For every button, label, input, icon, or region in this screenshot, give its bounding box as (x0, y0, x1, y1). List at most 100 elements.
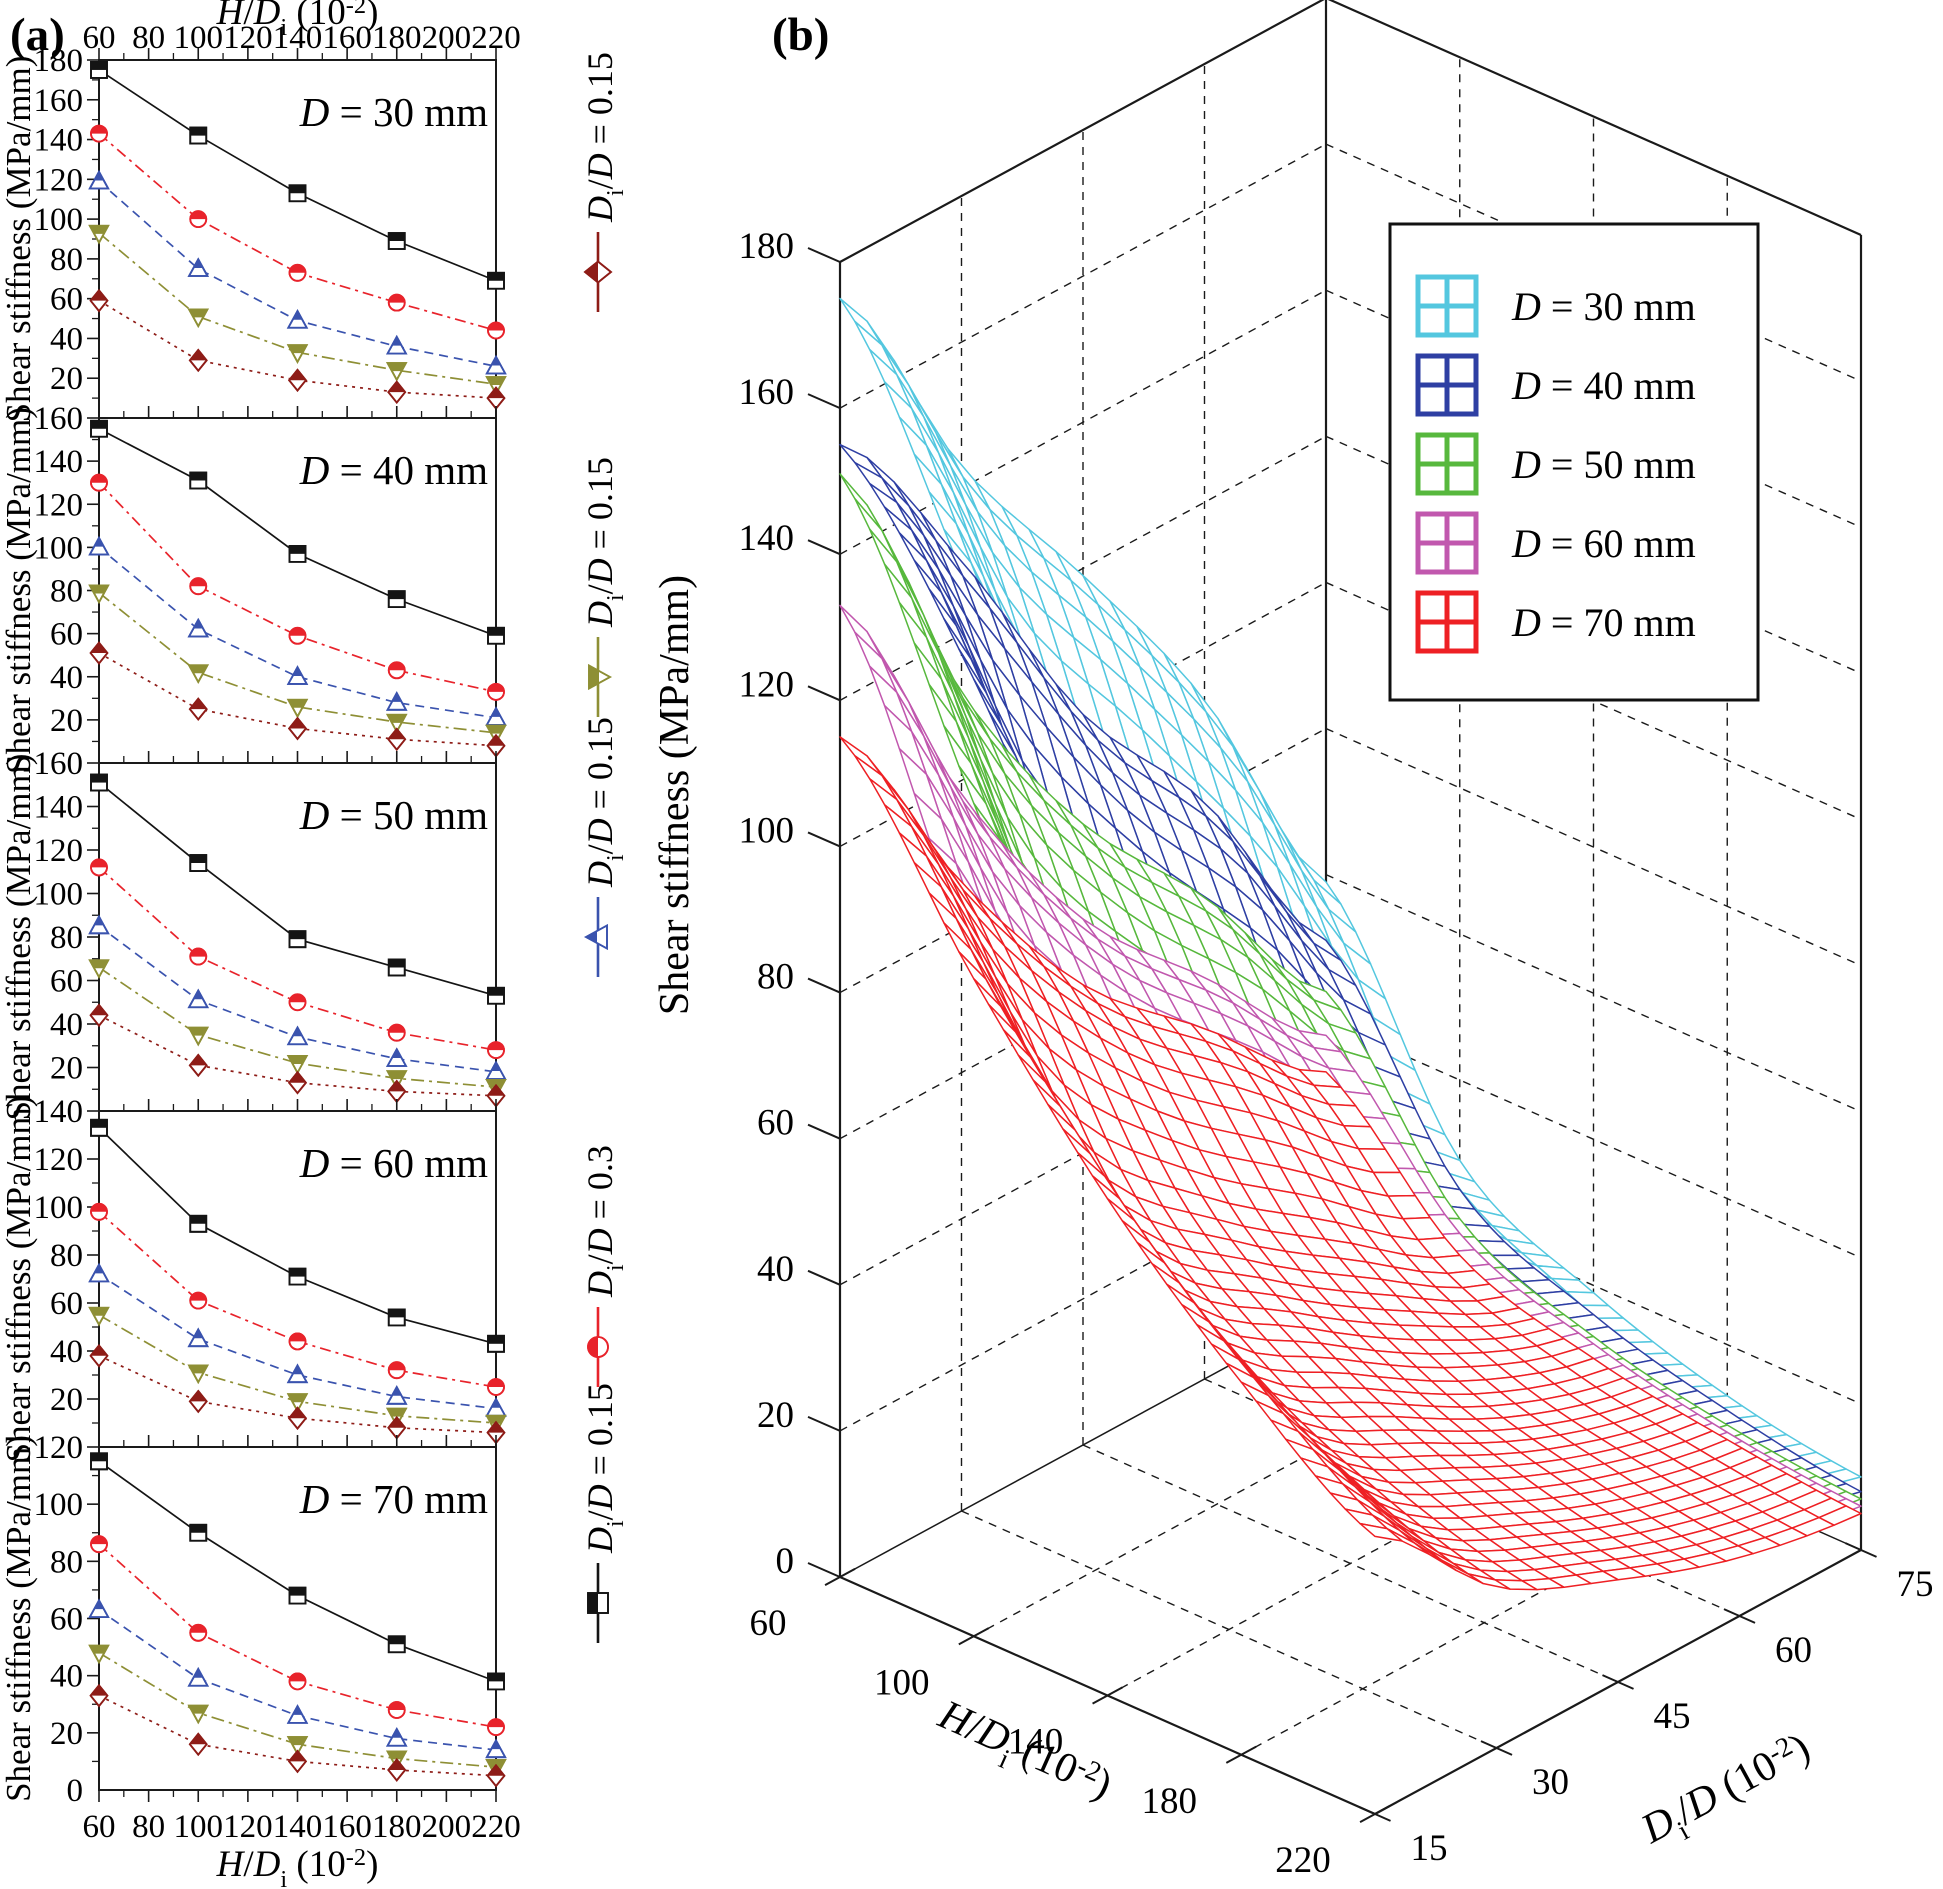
marker-triangle-up (88, 1598, 110, 1619)
marker-diamond (287, 716, 308, 741)
z-tick-label: 80 (757, 957, 794, 998)
panel-b-legend-label: D = 70 mm (1511, 600, 1696, 645)
y-tick-label: 100 (34, 202, 84, 238)
y-tick-label: 120 (34, 833, 84, 869)
marker-triangle-up (88, 169, 110, 190)
marker-circle (387, 1361, 406, 1380)
marker-triangle-down (88, 584, 110, 605)
z-axis-title-3d: Shear stiffness (MPa/mm) (652, 575, 698, 1015)
marker-square (90, 1118, 108, 1137)
marker-triangle-up (187, 988, 209, 1009)
marker-circle (288, 263, 307, 282)
z-tick-label: 180 (739, 226, 795, 267)
panel-b-legend-entry-40mm: D = 40 mm (1415, 353, 1696, 417)
y-tick-label: 100 (34, 1487, 84, 1523)
panel-a-bottom-tick-label: 80 (132, 1809, 165, 1845)
marker-triangle-down (286, 1393, 309, 1413)
marker-diamond (583, 260, 613, 284)
marker-circle (387, 1023, 406, 1042)
marker-triangle-down (588, 663, 612, 691)
y-tick-label: 20 (50, 361, 83, 397)
marker-square (288, 184, 307, 203)
marker-triangle-up (286, 1363, 309, 1384)
panel-b-3d-surface-chart: 0 20 40 60 80 100 120 140 160 180 60 100 140 180 220 15… (652, 0, 1934, 1881)
marker-triangle-up (286, 665, 309, 685)
z-tick-label: 60 (757, 1103, 794, 1144)
marker-triangle-up (88, 1262, 110, 1283)
panel-a-legend-entry-series-5: Di/D = 0.15 (580, 52, 629, 312)
y-tick-label: 140 (34, 444, 84, 480)
marker-triangle-down (485, 376, 507, 396)
y-tick-label: 80 (50, 1544, 83, 1580)
marker-diamond (89, 641, 109, 665)
marker-triangle-down (187, 1704, 209, 1725)
marker-diamond (387, 727, 407, 752)
y-tick-label: 40 (50, 1007, 83, 1043)
y-tick-label: 20 (50, 1382, 83, 1418)
marker-square (90, 419, 108, 438)
h-tick-label: 140 (1008, 1722, 1064, 1763)
panel-a-legend-label: Di/D = 0.15 (580, 52, 629, 223)
marker-triangle-up (485, 354, 507, 375)
marker-circle (90, 1535, 108, 1553)
panel-b-legend-entry-60mm: D = 60 mm (1415, 511, 1696, 575)
marker-triangle-up (386, 1047, 408, 1067)
panel-b-legend-label: D = 40 mm (1511, 363, 1696, 408)
mesh-surface-70mm (839, 736, 1862, 1591)
y-axis-title: Shear stiffness (MPa/mm) (0, 1096, 38, 1463)
marker-diamond (486, 1763, 506, 1788)
marker-triangle-up (485, 1397, 507, 1417)
z-tick-label: 140 (739, 518, 795, 559)
marker-triangle-down (286, 344, 309, 364)
marker-triangle-up (187, 1667, 209, 1687)
series-line-series-2 (98, 866, 497, 1051)
marker-circle (487, 1378, 505, 1396)
marker-diamond (188, 697, 208, 721)
marker-diamond (188, 1389, 208, 1414)
marker-triangle-down (286, 1055, 309, 1075)
panel-a-bottom-tick-label: 100 (174, 1809, 224, 1845)
y-tick-label: 40 (50, 1334, 83, 1370)
marker-square (189, 1523, 208, 1542)
marker-square (487, 271, 505, 290)
d-tick-label: 60 (1775, 1630, 1812, 1671)
panel-a-bottom-tick-label: 180 (372, 1809, 422, 1845)
y-tick-label: 140 (34, 123, 84, 159)
panel-a-bottom-tick-label: 220 (471, 1809, 521, 1845)
series-line-series-2 (98, 132, 497, 332)
h-tick-label: 100 (874, 1662, 930, 1703)
marker-diamond (387, 380, 407, 404)
marker-circle (288, 1332, 307, 1351)
panel-a-bottom-tick-label: 200 (422, 1809, 472, 1845)
marker-triangle-up (485, 1738, 507, 1759)
marker-diamond (287, 1406, 308, 1431)
panel-a-legend-label: Di/D = 0.15 (580, 1383, 629, 1554)
marker-square (90, 61, 108, 79)
marker-circle (288, 626, 307, 645)
y-tick-label: 160 (34, 83, 84, 119)
panel-a-legend-label: Di/D = 0.15 (580, 717, 629, 888)
y-tick-label: 140 (34, 790, 84, 826)
marker-square (387, 232, 406, 250)
marker-circle (387, 1701, 406, 1719)
subplot-title: D = 30 mm (299, 89, 488, 135)
y-tick-label: 100 (34, 530, 84, 566)
z-tick-label: 120 (739, 664, 795, 705)
y-tick-label: 80 (50, 574, 83, 610)
marker-diamond (287, 1749, 308, 1774)
marker-diamond (387, 1758, 407, 1782)
panel-b-legend-label: D = 60 mm (1511, 521, 1696, 566)
marker-square (487, 1334, 505, 1353)
marker-triangle-up (88, 914, 110, 935)
panel-b-legend-label: D = 50 mm (1511, 442, 1696, 487)
subplot-title: D = 50 mm (299, 792, 488, 838)
marker-diamond (188, 1732, 208, 1757)
panel-b-label: (b) (772, 9, 830, 61)
panel-a-legend-column: Di/D = 0.15 Di/D = 0.15 Di/D = 0.15 Di/D = … (580, 52, 629, 1643)
y-axis-title: Shear stiffness (MPa/mm) (0, 56, 38, 423)
series-line-series-2 (98, 1211, 497, 1388)
marker-circle (587, 1336, 609, 1358)
marker-triangle-up (286, 1025, 309, 1046)
